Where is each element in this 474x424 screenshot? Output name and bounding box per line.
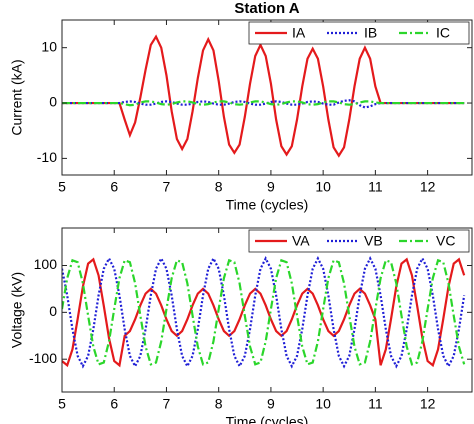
legend-label: IA	[292, 25, 306, 41]
series-line	[62, 100, 465, 107]
legend-box	[248, 21, 470, 45]
x-tick-label: 6	[110, 396, 118, 412]
x-tick-label: 12	[420, 396, 436, 412]
series-line	[62, 99, 465, 109]
axes-frame	[61, 227, 473, 393]
series-line	[62, 258, 466, 366]
x-tick-label: 7	[163, 396, 171, 412]
chart-title: Station A	[234, 0, 299, 17]
y-axis-label: Current (kA)	[9, 59, 25, 135]
x-tick-label: 10	[315, 396, 331, 412]
y-tick-label: -100	[29, 350, 57, 366]
x-tick-label: 11	[368, 179, 383, 195]
chart-panel: 5 6 7 8 9 10 11 12 -100 0 100 Time (cycles) Voltage …	[9, 227, 473, 424]
legend: IA IB IC	[248, 21, 470, 45]
legend-label: VC	[436, 233, 455, 249]
x-tick-label: 8	[215, 179, 223, 195]
legend-box	[248, 229, 470, 253]
axes-frame	[61, 19, 473, 176]
x-tick-label: 9	[267, 179, 275, 195]
x-tick-label: 9	[267, 396, 275, 412]
y-tick-label: 100	[34, 256, 58, 272]
x-axis-label: Time (cycles)	[226, 197, 309, 213]
y-axis-label: Voltage (kV)	[9, 272, 25, 348]
legend: VA VB VC	[248, 229, 470, 253]
y-tick-label: 0	[49, 94, 57, 110]
x-tick-label: 11	[368, 396, 383, 412]
x-tick-label: 5	[58, 179, 66, 195]
x-tick-label: 10	[315, 179, 331, 195]
x-tick-label: 7	[163, 179, 171, 195]
legend-label: IC	[436, 25, 450, 41]
chart-panel: 5 6 7 8 9 10 11 12 -10 0 10 Station A Time (cycles) C…	[9, 0, 473, 213]
y-tick-label: 10	[41, 38, 57, 54]
x-tick-label: 8	[215, 396, 223, 412]
legend-label: IB	[364, 25, 377, 41]
legend-label: VB	[364, 233, 383, 249]
x-tick-label: 12	[420, 179, 436, 195]
x-tick-label: 6	[110, 179, 118, 195]
y-tick-label: -10	[37, 149, 57, 165]
series-line	[62, 256, 466, 369]
legend-label: VA	[292, 233, 310, 249]
y-tick-label: 0	[49, 303, 57, 319]
plot-area	[62, 20, 472, 175]
x-axis-label: Time (cycles)	[226, 414, 309, 424]
x-tick-label: 5	[58, 396, 66, 412]
